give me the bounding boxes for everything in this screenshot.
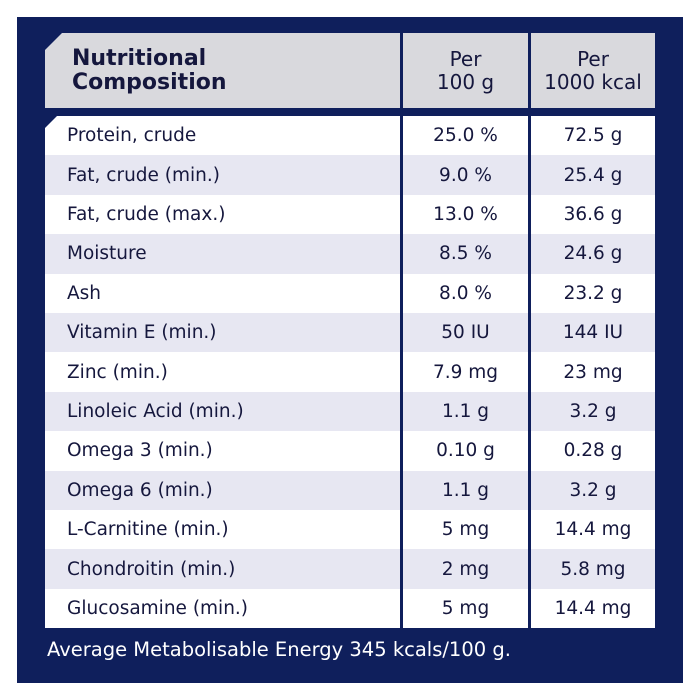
value-per-100g: 5 mg: [441, 597, 490, 619]
footer-energy-note: Average Metabolisable Energy 345 kcals/1…: [47, 638, 511, 661]
value-per-100g: 8.0 %: [439, 282, 492, 304]
value-per-100g: 25.0 %: [433, 125, 498, 147]
header-line: Per: [577, 46, 609, 71]
value-per-1000kcal: 3.2 g: [569, 400, 617, 422]
header-per-100g: Per 100 g: [403, 33, 528, 108]
header-line: Nutritional: [72, 45, 207, 71]
value-per-100g: 13.0 %: [433, 203, 498, 225]
nutrient-name: Chondroitin (min.): [67, 558, 236, 580]
header-nutritional-composition: Nutritional Composition: [72, 33, 227, 108]
table-row: Fat, crude (max.) 13.0 % 36.6 g: [45, 194, 655, 235]
column-divider: [528, 33, 531, 628]
table-body: Protein, crude 25.0 % 72.5 g Fat, crude (mi…: [45, 116, 655, 628]
nutrient-name: Zinc (min.): [67, 361, 168, 383]
table-row: Protein, crude 25.0 % 72.5 g: [45, 116, 655, 156]
header-line: Per: [449, 46, 482, 71]
column-divider: [400, 33, 403, 628]
table-row: L-Carnitine (min.) 5 mg 14.4 mg: [45, 510, 655, 550]
nutrient-name: L-Carnitine (min.): [67, 519, 229, 541]
nutrient-name: Vitamin E (min.): [67, 322, 217, 344]
value-per-1000kcal: 24.6 g: [563, 243, 623, 265]
table-row: Omega 3 (min.) 0.10 g 0.28 g: [45, 431, 655, 471]
table-row: Chondroitin (min.) 2 mg 5.8 mg: [45, 549, 655, 589]
value-per-100g: 0.10 g: [436, 440, 495, 462]
value-per-100g: 50 IU: [441, 322, 490, 344]
header-line: Composition: [72, 69, 227, 95]
value-per-100g: 2 mg: [441, 558, 490, 580]
header-per-1000kcal: Per 1000 kcal: [531, 33, 655, 108]
value-per-1000kcal: 14.4 mg: [554, 597, 632, 619]
value-per-1000kcal: 5.8 mg: [560, 558, 626, 580]
value-per-100g: 1.1 g: [441, 479, 490, 501]
nutrient-name: Fat, crude (min.): [67, 164, 221, 186]
value-per-1000kcal: 72.5 g: [563, 125, 623, 147]
table-row: Ash 8.0 % 23.2 g: [45, 273, 655, 313]
value-per-100g: 9.0 %: [439, 164, 492, 186]
value-per-1000kcal: 144 IU: [562, 322, 624, 344]
value-per-100g: 7.9 mg: [432, 361, 499, 383]
nutrient-name: Protein, crude: [67, 125, 197, 147]
value-per-1000kcal: 3.2 g: [569, 479, 617, 501]
table-row: Vitamin E (min.) 50 IU 144 IU: [45, 313, 655, 353]
value-per-1000kcal: 23.2 g: [563, 282, 623, 304]
nutrient-name: Omega 6 (min.): [67, 479, 213, 501]
value-per-1000kcal: 0.28 g: [563, 440, 623, 462]
nutrient-name: Ash: [67, 282, 102, 304]
table-row: Linoleic Acid (min.) 1.1 g 3.2 g: [45, 391, 655, 432]
table-row: Moisture 8.5 % 24.6 g: [45, 234, 655, 274]
header-line: 100 g: [436, 69, 495, 94]
nutrient-name: Fat, crude (max.): [67, 203, 226, 225]
table-row: Omega 6 (min.) 1.1 g 3.2 g: [45, 470, 655, 510]
value-per-1000kcal: 14.4 mg: [554, 519, 632, 541]
nutrient-name: Omega 3 (min.): [67, 440, 213, 462]
value-per-100g: 5 mg: [441, 519, 490, 541]
table-row: Glucosamine (min.) 5 mg 14.4 mg: [45, 588, 655, 628]
value-per-1000kcal: 23 mg: [563, 361, 623, 383]
nutrient-name: Glucosamine (min.): [67, 597, 249, 619]
table-header: Nutritional Composition Per 100 g Per 10…: [45, 33, 655, 108]
value-per-100g: 1.1 g: [441, 400, 490, 422]
header-line: 1000 kcal: [544, 69, 642, 94]
table-row: Fat, crude (min.) 9.0 % 25.4 g: [45, 155, 655, 195]
value-per-100g: 8.5 %: [439, 243, 492, 265]
table-row: Zinc (min.) 7.9 mg 23 mg: [45, 352, 655, 392]
value-per-1000kcal: 36.6 g: [563, 203, 623, 225]
nutrient-name: Moisture: [67, 243, 147, 265]
value-per-1000kcal: 25.4 g: [563, 164, 623, 186]
nutrient-name: Linoleic Acid (min.): [67, 400, 244, 422]
